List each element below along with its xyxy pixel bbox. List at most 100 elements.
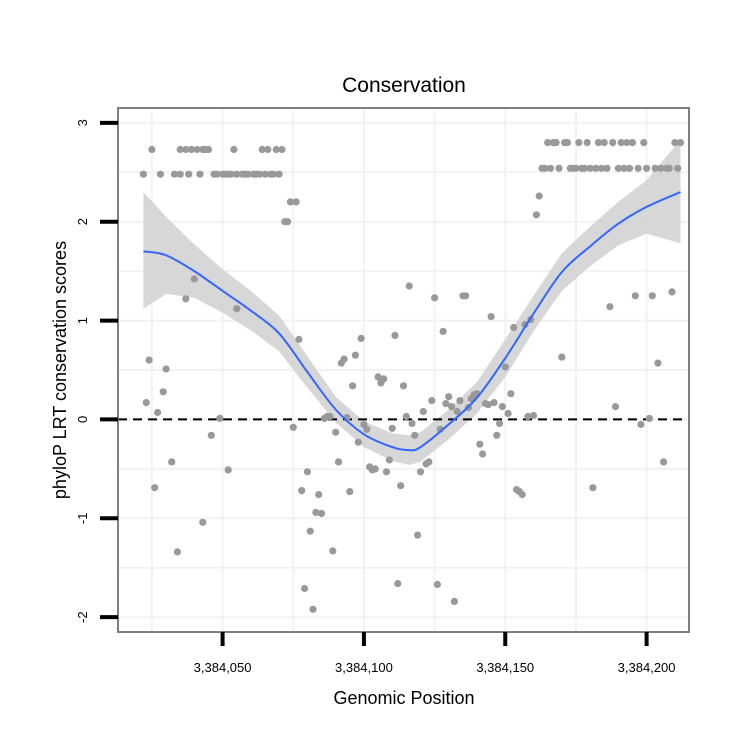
data-point: [349, 382, 357, 390]
data-point: [363, 425, 371, 433]
data-point: [600, 139, 608, 147]
data-point: [431, 294, 439, 302]
data-point: [284, 218, 292, 226]
data-point: [510, 323, 518, 332]
data-point: [546, 164, 555, 172]
x-tick-label: 3,384,150: [476, 660, 534, 675]
data-point: [187, 145, 196, 154]
confidence-band-area: [143, 139, 681, 465]
data-point: [332, 428, 340, 436]
data-point: [501, 363, 509, 371]
data-point: [575, 139, 583, 147]
data-point: [154, 408, 162, 417]
data-point: [671, 139, 679, 147]
data-point: [391, 331, 399, 339]
data-point: [298, 487, 306, 495]
data-point: [139, 170, 147, 178]
data-point: [448, 403, 456, 411]
data-point: [190, 275, 198, 283]
data-point: [233, 170, 241, 178]
data-point: [326, 412, 334, 421]
data-point: [657, 164, 665, 172]
data-point: [645, 414, 654, 422]
data-point: [620, 164, 628, 172]
data-point: [301, 584, 309, 593]
data-point: [487, 313, 495, 321]
data-point: [156, 170, 164, 178]
y-tick-label: 2: [75, 218, 90, 225]
data-point: [182, 295, 190, 303]
data-point: [317, 509, 326, 517]
data-point: [394, 580, 402, 588]
data-point: [442, 400, 450, 408]
y-axis: -2 -1 0 1 2 3: [75, 119, 118, 623]
data-point: [374, 373, 382, 381]
data-point: [586, 164, 594, 172]
x-tick-label: 3,384,050: [194, 660, 252, 675]
data-point: [541, 164, 549, 172]
y-axis-label: phyloP LRT conservation scores: [50, 241, 70, 499]
data-point: [529, 411, 538, 420]
data-point: [631, 292, 639, 300]
data-point: [182, 145, 190, 154]
data-point: [173, 548, 181, 556]
data-point: [558, 353, 566, 361]
data-point: [176, 145, 184, 154]
data-point: [476, 440, 484, 448]
data-point: [213, 170, 221, 178]
data-point: [637, 420, 645, 428]
data-point: [199, 518, 207, 526]
data-point: [479, 450, 487, 458]
data-point: [261, 170, 269, 178]
data-point: [594, 139, 603, 147]
data-point: [224, 466, 232, 474]
plot-frame: [117, 107, 690, 633]
data-point: [286, 198, 294, 206]
x-axis-label: Genomic Position: [333, 688, 474, 708]
data-point: [295, 335, 303, 343]
data-point: [207, 431, 215, 439]
data-point: [532, 211, 541, 219]
data-point: [614, 164, 622, 172]
y-tick-label: -2: [75, 611, 90, 623]
data-point: [405, 282, 413, 290]
data-point: [385, 456, 393, 464]
data-point: [411, 431, 419, 439]
data-point: [496, 419, 504, 427]
data-point: [544, 139, 552, 147]
data-point: [159, 388, 167, 396]
data-point: [660, 458, 668, 466]
data-point: [609, 139, 617, 147]
data-point: [346, 488, 354, 496]
chart-title: Conservation: [342, 74, 466, 97]
data-point: [289, 423, 297, 431]
data-point: [665, 164, 673, 172]
data-point: [399, 382, 408, 390]
data-point: [603, 164, 611, 172]
data-point: [340, 355, 348, 363]
data-point: [196, 170, 204, 178]
data-point: [425, 458, 433, 466]
data-point: [445, 393, 453, 401]
data-point: [592, 164, 600, 172]
data-point: [668, 288, 676, 296]
data-point: [626, 164, 634, 172]
x-axis: 3,384,050 3,384,100 3,384,150 3,384,200: [194, 632, 676, 675]
data-point: [258, 145, 266, 154]
smooth-line: [143, 191, 681, 452]
data-point: [518, 491, 526, 499]
data-point: [552, 139, 560, 147]
x-tick-label: 3,384,200: [618, 660, 676, 675]
data-point: [583, 139, 591, 147]
data-point: [272, 145, 280, 154]
data-point: [329, 547, 337, 555]
data-point: [278, 145, 286, 154]
data-point: [380, 375, 388, 383]
data-point: [433, 580, 441, 589]
data-point: [193, 145, 201, 154]
confidence-band: [143, 139, 681, 465]
data-point: [623, 139, 631, 147]
data-point: [450, 597, 458, 606]
data-point: [419, 407, 427, 416]
